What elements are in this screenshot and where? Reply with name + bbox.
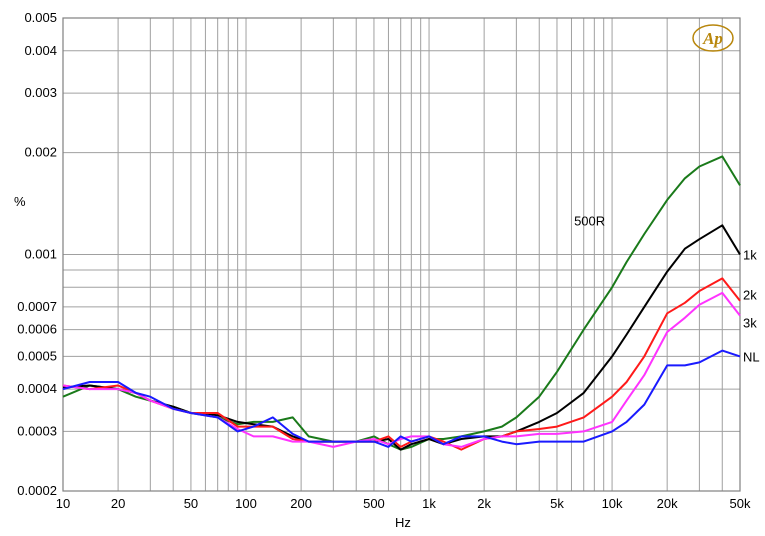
y-tick-label: 0.0006 xyxy=(17,322,57,337)
y-tick-label: 0.003 xyxy=(24,85,57,100)
ap-logo-text: Ap xyxy=(702,29,723,48)
y-tick-label: 0.004 xyxy=(24,43,57,58)
y-tick-label: 0.005 xyxy=(24,10,57,25)
x-tick-label: 100 xyxy=(235,496,257,511)
x-tick-label: 1k xyxy=(422,496,436,511)
x-tick-label: 200 xyxy=(290,496,312,511)
ap-logo: Ap xyxy=(692,24,734,52)
series-label-1k: 1k xyxy=(743,248,757,263)
y-tick-label: 0.0005 xyxy=(17,348,57,363)
x-tick-label: 50 xyxy=(184,496,198,511)
y-tick-label: 0.0002 xyxy=(17,483,57,498)
y-tick-label: 0.001 xyxy=(24,247,57,262)
x-tick-label: 50k xyxy=(730,496,751,511)
x-axis-label: Hz xyxy=(395,515,411,530)
series-label-nl: NL xyxy=(743,349,760,364)
series-line-nl xyxy=(62,349,741,448)
y-axis-label: % xyxy=(14,194,26,209)
grid xyxy=(63,18,740,491)
y-tick-label: 0.0004 xyxy=(17,381,57,396)
y-tick-labels: 0.005 0.004 0.003 0.002 0.001 0.0007 0.0006 0.0… xyxy=(17,10,57,498)
x-tick-label: 20k xyxy=(657,496,678,511)
x-tick-label: 10 xyxy=(56,496,70,511)
x-tick-labels: 10 20 50 100 200 500 1k 2k 5k 10k 20k 50k xyxy=(56,496,751,511)
ap-logo-ring xyxy=(692,24,734,52)
x-tick-label: 500 xyxy=(363,496,385,511)
series-label-500r: 500R xyxy=(574,213,605,228)
x-tick-label: 5k xyxy=(550,496,564,511)
series-layer: 500R 1k 2k 3k NL xyxy=(62,155,760,451)
series-label-3k: 3k xyxy=(743,316,757,331)
x-tick-label: 10k xyxy=(602,496,623,511)
y-tick-label: 0.0003 xyxy=(17,423,57,438)
series-label-2k: 2k xyxy=(743,288,757,303)
y-tick-label: 0.002 xyxy=(24,145,57,160)
x-tick-label: 2k xyxy=(477,496,491,511)
x-tick-label: 20 xyxy=(111,496,125,511)
y-tick-label: 0.0007 xyxy=(17,299,57,314)
